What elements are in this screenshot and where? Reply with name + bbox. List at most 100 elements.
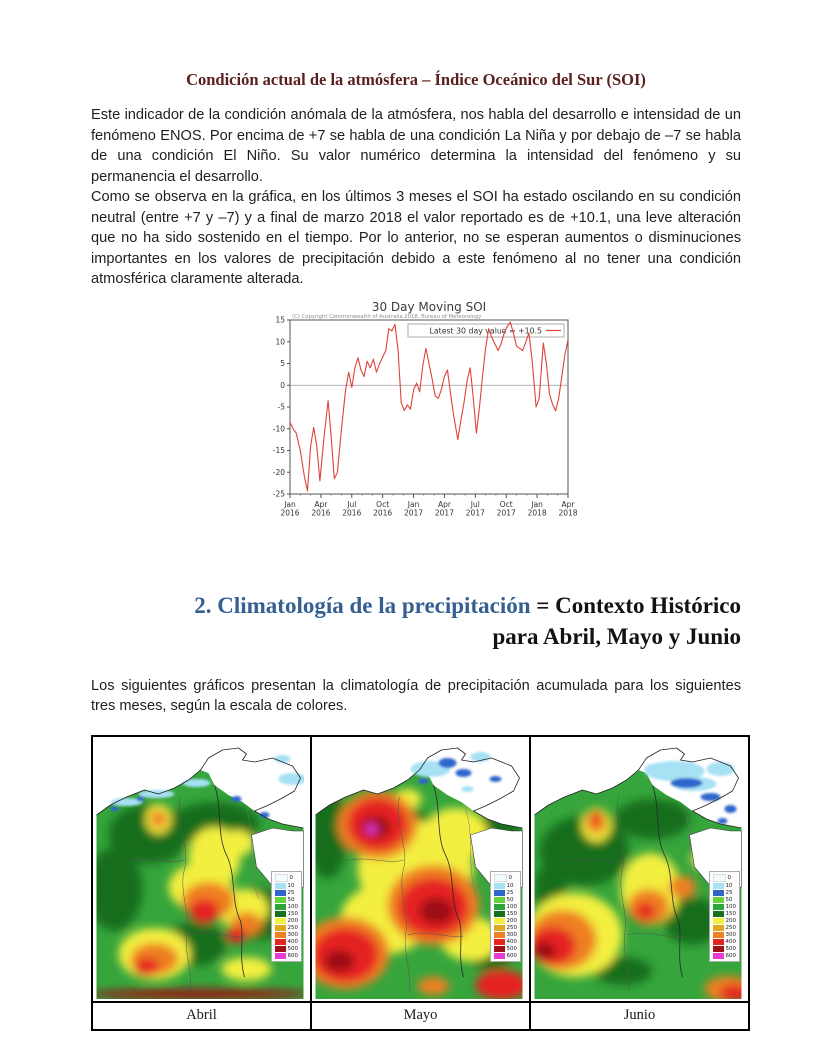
legend-swatch <box>493 882 505 889</box>
legend-row: 300 <box>274 931 299 938</box>
precipitation-maps-table: 0 10 25 50 100 150 200 250 300 400 500 600 0 10 25 50 1… <box>91 734 750 1031</box>
legend-row: 600 <box>274 952 299 959</box>
heading-part-black: = Contexto Histórico <box>536 592 741 618</box>
legend-value: 300 <box>287 931 299 938</box>
legend-row: 10 <box>712 882 737 889</box>
legend-row: 200 <box>712 917 737 924</box>
legend-value: 300 <box>506 931 518 938</box>
legend-row: 50 <box>274 896 299 903</box>
legend-swatch <box>712 910 724 917</box>
svg-text:Latest 30 day value = +10.5: Latest 30 day value = +10.5 <box>430 326 543 335</box>
legend-row: 0 <box>712 873 737 882</box>
legend-value: 400 <box>725 938 737 945</box>
legend-row: 500 <box>712 945 736 952</box>
map-wrap-abril: 0 10 25 50 100 150 200 250 300 400 500 600 <box>93 736 310 1001</box>
heading-line2: para Abril, Mayo y Junio <box>492 623 741 649</box>
svg-text:30 Day Moving SOI: 30 Day Moving SOI <box>372 300 486 314</box>
legend-value: 200 <box>725 917 737 924</box>
svg-text:-15: -15 <box>273 446 285 455</box>
paragraph-maps-intro: Los siguientes gráficos presentan la cli… <box>91 677 741 715</box>
legend-row: 100 <box>712 903 737 910</box>
legend-value: 500 <box>287 945 299 952</box>
legend-swatch <box>274 917 286 924</box>
legend-row: 500 <box>274 945 299 952</box>
legend-swatch <box>274 896 286 903</box>
legend-value: 400 <box>506 938 518 945</box>
legend-swatch <box>274 882 286 889</box>
legend-row: 25 <box>274 889 299 896</box>
soi-line-chart: 30 Day Moving SOI(C) Copyright Commonwea… <box>273 300 578 518</box>
caption-junio: Junio <box>529 1000 750 1031</box>
legend-value: 600 <box>725 952 737 959</box>
page-title: Condición actual de la atmósfera – Índic… <box>186 70 646 89</box>
legend-value: 150 <box>725 910 737 917</box>
legend-swatch <box>493 938 505 945</box>
legend-value: 0 <box>508 874 513 881</box>
legend-row: 600 <box>712 952 737 959</box>
legend-row: 0 <box>493 873 518 882</box>
legend-value: 600 <box>287 952 299 959</box>
section-heading-climatologia: 2. Climatología de la precipitación = Co… <box>91 590 741 652</box>
legend-row: 150 <box>274 910 299 917</box>
legend-swatch <box>493 945 505 952</box>
legend-row: 400 <box>712 938 737 945</box>
legend-row: 50 <box>712 896 737 903</box>
map-color-scale: 0 10 25 50 100 150 200 250 300 400 500 600 <box>270 870 302 962</box>
caption-abril: Abril <box>91 1000 312 1031</box>
legend-row: 150 <box>712 910 737 917</box>
legend-swatch <box>493 896 505 903</box>
legend-swatch <box>493 931 505 938</box>
legend-row: 500 <box>493 945 517 952</box>
paragraph-soi-analysis: Como se observa en la gráfica, en los úl… <box>91 189 741 287</box>
legend-swatch <box>493 917 505 924</box>
legend-row: 25 <box>493 889 518 896</box>
legend-value: 0 <box>289 874 294 881</box>
legend-swatch <box>274 873 288 882</box>
svg-text:15: 15 <box>275 315 285 324</box>
legend-row: 600 <box>493 952 517 959</box>
legend-swatch <box>493 889 505 896</box>
captions-row: Abril Mayo Junio <box>91 1000 750 1031</box>
legend-row: 250 <box>274 924 298 931</box>
legend-swatch <box>493 873 507 882</box>
svg-text:-10: -10 <box>273 424 285 433</box>
legend-row: 250 <box>493 924 518 931</box>
legend-value: 0 <box>727 874 732 881</box>
svg-text:-25: -25 <box>273 489 285 498</box>
map-wrap-junio: 0 10 25 50 100 150 200 250 300 400 500 600 <box>531 736 748 1001</box>
svg-text:10: 10 <box>275 337 285 346</box>
map-wrap-mayo: 0 10 25 50 100 150 200 250 300 400 500 600 <box>312 736 529 1001</box>
legend-row: 10 <box>493 882 518 889</box>
legend-value: 150 <box>506 910 518 917</box>
legend-row: 50 <box>493 896 518 903</box>
legend-value: 100 <box>506 903 518 910</box>
legend-swatch <box>712 924 724 931</box>
legend-swatch <box>712 882 724 889</box>
legend-row: 400 <box>493 938 518 945</box>
legend-value: 25 <box>506 889 514 896</box>
legend-swatch <box>274 952 286 959</box>
map-color-scale: 0 10 25 50 100 150 200 250 300 400 500 600 <box>708 870 740 962</box>
legend-swatch <box>712 903 724 910</box>
legend-value: 250 <box>506 924 518 931</box>
legend-swatch <box>712 889 724 896</box>
legend-value: 10 <box>725 882 733 889</box>
legend-swatch <box>274 938 286 945</box>
legend-swatch <box>493 952 505 959</box>
legend-value: 10 <box>506 882 514 889</box>
legend-row: 200 <box>274 917 298 924</box>
legend-value: 400 <box>287 938 299 945</box>
legend-value: 25 <box>725 889 733 896</box>
legend-value: 150 <box>287 910 299 917</box>
legend-value: 300 <box>725 931 737 938</box>
legend-value: 100 <box>725 903 737 910</box>
legend-swatch <box>274 889 286 896</box>
legend-value: 10 <box>287 882 295 889</box>
